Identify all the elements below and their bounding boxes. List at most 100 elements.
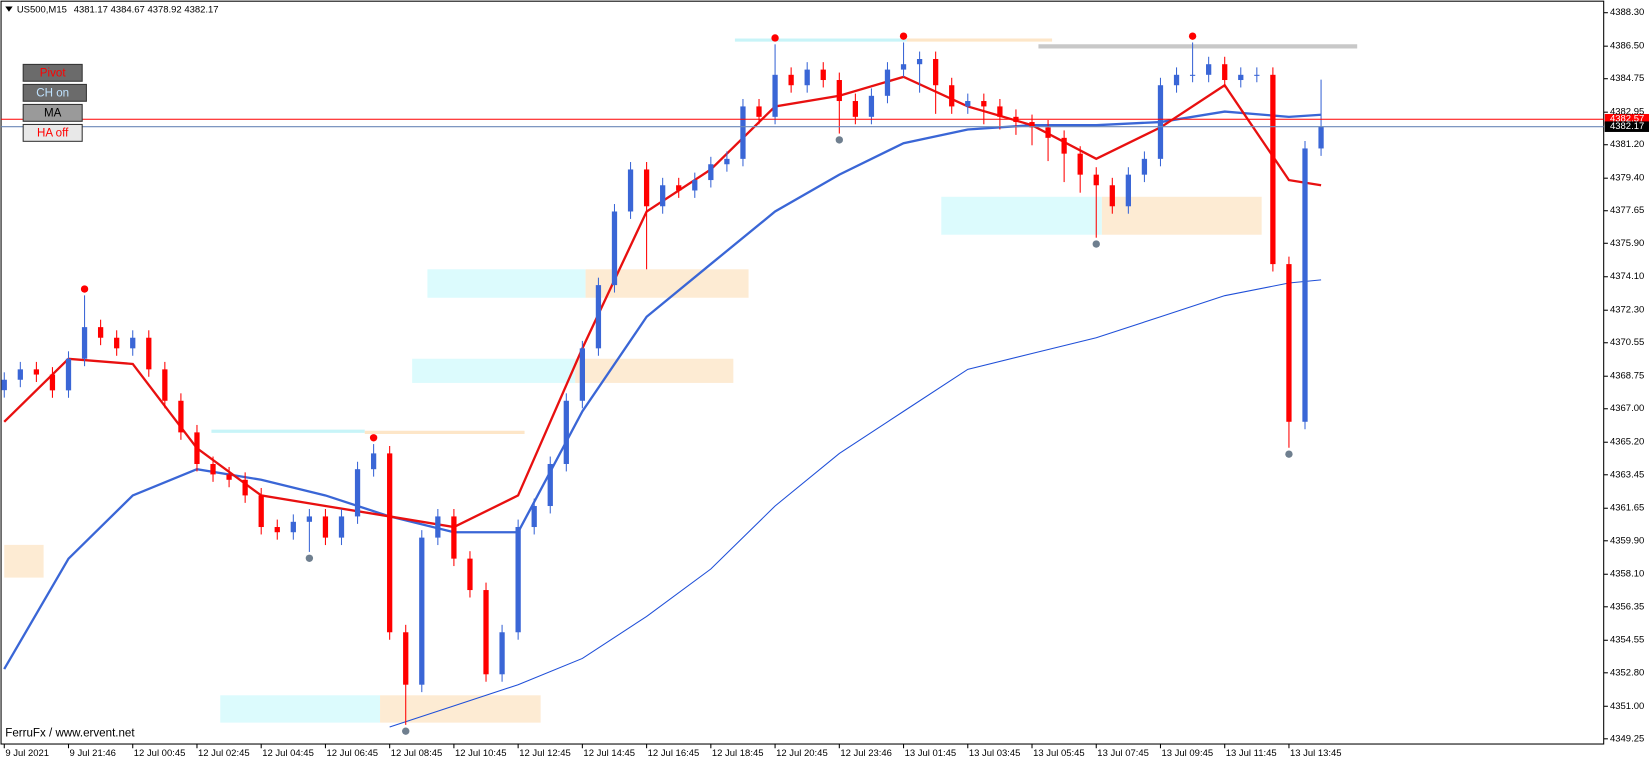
x-tick-label: 12 Jul 20:45 — [776, 748, 828, 759]
candle-body — [290, 521, 296, 533]
x-tick-label: 13 Jul 11:45 — [1226, 748, 1277, 759]
x-tick-label: 9 Jul 2021 — [5, 748, 49, 759]
x-tick-label: 9 Jul 21:46 — [70, 748, 116, 759]
candle-body — [531, 506, 537, 528]
x-tick-label: 13 Jul 07:45 — [1097, 748, 1149, 759]
candle-body — [403, 632, 409, 685]
candle-body — [949, 85, 955, 107]
zone — [4, 544, 44, 578]
y-tick-label: 4359.90 — [1610, 535, 1644, 546]
candle-body — [1, 379, 7, 391]
candle-body — [868, 95, 875, 117]
x-tick-label: 12 Jul 06:45 — [326, 748, 378, 759]
candle-body — [258, 495, 264, 528]
candle-body — [1157, 85, 1164, 159]
candle-body — [756, 106, 762, 117]
pivot — [1285, 450, 1293, 458]
candle-body — [1029, 122, 1035, 128]
zone — [427, 269, 586, 298]
candle-body — [1189, 74, 1196, 76]
x-tick-label: 12 Jul 23:46 — [840, 748, 892, 759]
menu-icon[interactable] — [5, 6, 13, 12]
candle-body — [210, 463, 216, 475]
candle-body — [692, 180, 698, 191]
candle-body — [33, 369, 40, 375]
candle-body — [17, 369, 23, 380]
price-label: 4382.17 — [1610, 121, 1644, 132]
button-label[interactable]: HA off — [37, 127, 69, 139]
levels — [211, 38, 1358, 434]
candle-body — [676, 185, 682, 191]
y-tick-label: 4351.00 — [1610, 701, 1644, 712]
y-tick-label: 4358.10 — [1610, 569, 1644, 580]
candle-body — [708, 164, 714, 181]
y-tick-label: 4363.45 — [1610, 469, 1644, 480]
candle-body — [997, 106, 1003, 117]
pivot — [80, 285, 89, 293]
x-tick-label: 12 Jul 02:45 — [198, 748, 250, 759]
pivot — [1092, 240, 1100, 248]
y-tick-label: 4384.75 — [1610, 73, 1644, 84]
candle-body — [660, 185, 666, 207]
candle-body — [724, 158, 730, 165]
candle-body — [81, 327, 88, 359]
button[interactable] — [22, 123, 83, 142]
candle-body — [435, 516, 441, 538]
candles — [1, 42, 1324, 725]
candle-body — [900, 64, 907, 70]
button-label[interactable]: MA — [44, 107, 62, 119]
candle-body — [1109, 185, 1115, 207]
y-tick-label: 4354.55 — [1610, 635, 1644, 646]
candle-body — [226, 474, 232, 480]
candle-body — [1222, 64, 1228, 81]
button[interactable] — [22, 63, 83, 82]
candle-body — [451, 516, 457, 559]
ohlc: 4378.92 — [147, 4, 181, 15]
y-tick-label: 4370.55 — [1610, 337, 1644, 348]
button[interactable] — [22, 83, 87, 102]
candle-body — [274, 527, 280, 533]
y-tick-label: 4375.90 — [1610, 238, 1644, 249]
x-tick-label: 12 Jul 12:45 — [519, 748, 571, 759]
candle-body — [836, 80, 842, 102]
symbol: US500,M15 — [17, 4, 67, 15]
button-label[interactable]: CH on — [36, 87, 69, 99]
candle-body — [97, 327, 104, 338]
candle-body — [483, 590, 489, 675]
candle-body — [740, 106, 746, 159]
ohlc: 4384.67 — [111, 4, 145, 15]
x-tick-label: 12 Jul 16:45 — [648, 748, 700, 759]
candle-body — [1286, 264, 1292, 422]
candle-body — [981, 101, 987, 107]
candle-body — [1093, 174, 1099, 186]
y-tick-label: 4367.00 — [1610, 403, 1644, 414]
y-tick-label: 4368.75 — [1610, 371, 1644, 382]
footer: FerruFx / www.ervent.net — [5, 728, 135, 740]
candle-body — [1318, 126, 1324, 149]
button-label[interactable]: Pivot — [40, 67, 67, 79]
y-tick-label: 4379.40 — [1610, 173, 1644, 184]
candle-body — [178, 400, 184, 433]
pivot — [835, 136, 843, 144]
candle-body — [1254, 74, 1260, 76]
candle-body — [162, 369, 168, 401]
candle-body — [852, 101, 859, 117]
candle-body — [916, 59, 923, 65]
candle-body — [1141, 158, 1148, 175]
candle-body — [933, 59, 939, 86]
candle-body — [1206, 64, 1212, 75]
zone — [585, 269, 749, 298]
y-tick-label: 4382.95 — [1610, 107, 1644, 118]
candle-body — [114, 337, 120, 349]
button[interactable] — [22, 103, 83, 122]
candle-body — [804, 69, 810, 86]
candle-body — [643, 169, 650, 207]
x-tick-label: 13 Jul 03:45 — [969, 748, 1021, 759]
x-tick-label: 12 Jul 00:45 — [134, 748, 186, 759]
y-tick-label: 4377.65 — [1610, 205, 1644, 216]
candle-body — [467, 558, 473, 591]
zone — [220, 695, 381, 723]
price-label-bg — [1604, 113, 1649, 125]
